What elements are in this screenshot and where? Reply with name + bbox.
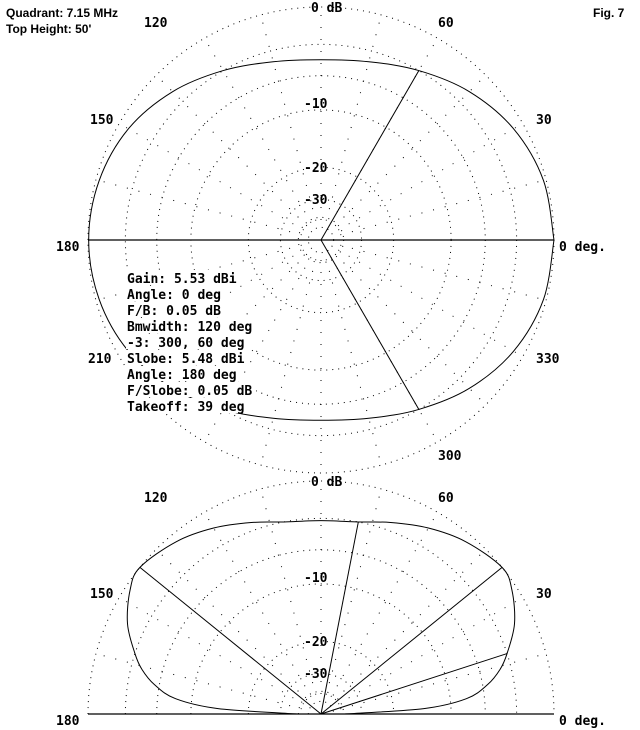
el-ring-label-20: -20 <box>304 635 328 650</box>
stats-line: F/Slobe: 0.05 dB <box>127 384 252 399</box>
elevation-grid-spoke <box>204 511 312 697</box>
az-angle-210: 210 <box>88 352 112 367</box>
azimuth-grid-spoke <box>325 259 382 466</box>
stats-background <box>126 270 240 285</box>
elevation-grid-spoke <box>155 548 308 701</box>
azimuth-grid-spoke <box>118 123 304 231</box>
az-angle-0: 0 deg. <box>559 240 606 255</box>
elevation-grid-ring <box>190 583 452 715</box>
el-angle-60: 60 <box>438 491 454 506</box>
el-angle-120: 120 <box>144 491 168 506</box>
elevation-grid-ring <box>297 690 345 715</box>
azimuth-grid-spoke <box>260 259 317 466</box>
stats-background <box>126 302 224 317</box>
azimuth-grid-spoke <box>260 14 317 221</box>
el-angle-180: 180 <box>56 714 80 729</box>
elevation-marker-line <box>320 653 508 715</box>
elevation-grid-spoke <box>325 488 382 695</box>
az-angle-330: 330 <box>536 352 560 367</box>
elevation-grid-spoke <box>330 511 438 697</box>
azimuth-grid-spoke <box>155 74 308 227</box>
azimuth-grid-spoke <box>204 37 312 223</box>
azimuth-grid-spoke <box>325 14 382 221</box>
figure-number: Fig. 7 <box>593 6 625 20</box>
el-angle-30: 30 <box>536 587 552 602</box>
elevation-grid-ring <box>156 549 486 715</box>
stats-background <box>126 334 248 349</box>
elevation-grid-ring <box>124 517 518 715</box>
az-angle-60: 60 <box>438 16 454 31</box>
elevation-marker-line <box>320 566 503 715</box>
elevation-grid-spoke <box>260 488 317 695</box>
az-angle-300: 300 <box>438 449 462 464</box>
az-angle-30: 30 <box>536 113 552 128</box>
az-angle-150: 150 <box>90 113 114 128</box>
stats-background <box>126 318 256 333</box>
azimuth-grid-spoke <box>340 179 547 236</box>
stats-line: Angle: 0 deg <box>127 288 221 303</box>
stats-background <box>126 382 256 397</box>
elevation-grid-spoke <box>118 597 304 705</box>
elevation-grid-ring <box>87 480 555 715</box>
stats-background <box>126 350 248 365</box>
elevation-marker-line <box>139 566 322 715</box>
azimuth-grid-spoke <box>95 179 302 236</box>
elevation-pattern-line <box>126 520 516 715</box>
header-frequency: Quadrant: 7.15 MHz <box>6 6 118 20</box>
header-height: Top Height: 50' <box>6 22 91 36</box>
az-ring-label-0: 0 dB <box>311 1 342 16</box>
stats-line: -3: 300, 60 deg <box>127 336 244 351</box>
stats-line: Angle: 180 deg <box>127 368 237 383</box>
az-ring-label-10: -10 <box>304 97 328 112</box>
elevation-grid-spoke <box>338 597 524 705</box>
azimuth-grid-spoke <box>338 123 524 231</box>
el-ring-label-30: -30 <box>304 667 328 682</box>
azimuth-grid-spoke <box>340 244 547 301</box>
stats-line: Bmwidth: 120 deg <box>127 320 252 335</box>
stats-background <box>126 398 248 413</box>
elevation-grid-spoke <box>95 653 302 710</box>
el-angle-150: 150 <box>90 587 114 602</box>
az-angle-180: 180 <box>56 240 80 255</box>
azimuth-marker-line <box>320 70 420 241</box>
stats-line: Gain: 5.53 dBi <box>127 272 237 287</box>
elevation-grid-spoke <box>340 653 547 710</box>
stats-line: Slobe: 5.48 dBi <box>127 352 245 367</box>
elevation-marker-line <box>320 521 359 715</box>
stats-background <box>126 286 224 301</box>
az-angle-120: 120 <box>144 16 168 31</box>
azimuth-grid-spoke <box>338 249 524 357</box>
azimuth-grid-spoke <box>334 253 487 406</box>
el-ring-label-0: 0 dB <box>311 475 342 490</box>
azimuth-marker-line <box>320 239 420 410</box>
stats-line: F/B: 0.05 dB <box>127 304 221 319</box>
stats-background <box>126 366 240 381</box>
az-ring-label-30: -30 <box>304 193 328 208</box>
stats-line: Takeoff: 39 deg <box>127 400 244 415</box>
azimuth-grid-spoke <box>334 74 487 227</box>
el-angle-0: 0 deg. <box>559 714 606 729</box>
el-ring-label-10: -10 <box>304 571 328 586</box>
az-ring-label-20: -20 <box>304 161 328 176</box>
elevation-grid-spoke <box>334 548 487 701</box>
